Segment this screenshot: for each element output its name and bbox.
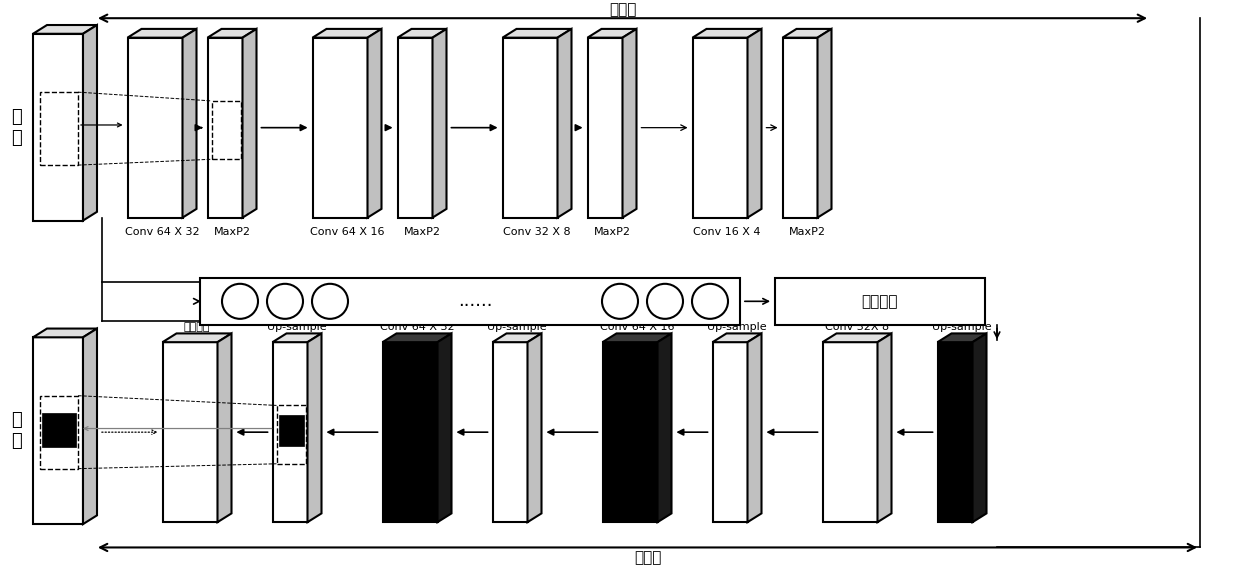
Text: 维度重建: 维度重建 xyxy=(184,323,211,332)
Polygon shape xyxy=(182,29,196,218)
Polygon shape xyxy=(588,29,636,37)
Polygon shape xyxy=(713,342,748,522)
Polygon shape xyxy=(382,333,451,342)
Polygon shape xyxy=(433,29,446,218)
Polygon shape xyxy=(748,333,761,522)
Polygon shape xyxy=(822,342,878,522)
Polygon shape xyxy=(33,328,97,337)
Polygon shape xyxy=(603,333,672,342)
Polygon shape xyxy=(558,29,572,218)
Polygon shape xyxy=(782,37,817,218)
Polygon shape xyxy=(217,333,232,522)
Polygon shape xyxy=(937,342,972,522)
Polygon shape xyxy=(128,29,196,37)
Circle shape xyxy=(601,284,639,319)
Polygon shape xyxy=(207,37,243,218)
Bar xyxy=(200,278,740,325)
Polygon shape xyxy=(279,415,304,446)
Polygon shape xyxy=(748,29,761,218)
Polygon shape xyxy=(603,342,657,522)
Polygon shape xyxy=(382,342,438,522)
Polygon shape xyxy=(83,25,97,221)
Text: 频域特征: 频域特征 xyxy=(862,294,898,309)
Polygon shape xyxy=(207,29,257,37)
Polygon shape xyxy=(502,37,558,218)
Polygon shape xyxy=(937,333,987,342)
Text: Conv 64 X 16: Conv 64 X 16 xyxy=(310,227,384,238)
Polygon shape xyxy=(622,29,636,218)
Text: MaxP2: MaxP2 xyxy=(594,227,630,238)
Text: Up-sample: Up-sample xyxy=(487,323,547,332)
Polygon shape xyxy=(817,29,832,218)
Polygon shape xyxy=(713,333,761,342)
Polygon shape xyxy=(657,333,672,522)
Text: MaxP2: MaxP2 xyxy=(213,227,250,238)
Polygon shape xyxy=(273,342,308,522)
Polygon shape xyxy=(33,34,83,221)
Circle shape xyxy=(692,284,728,319)
Text: 解码器: 解码器 xyxy=(634,551,661,565)
Text: MaxP2: MaxP2 xyxy=(403,227,440,238)
Polygon shape xyxy=(83,328,97,524)
Circle shape xyxy=(222,284,258,319)
Text: Conv 32X 8: Conv 32X 8 xyxy=(825,323,889,332)
Text: Up-sample: Up-sample xyxy=(932,323,992,332)
Text: ......: ...... xyxy=(458,293,492,310)
Polygon shape xyxy=(312,29,382,37)
Polygon shape xyxy=(162,333,232,342)
Text: Conv 32 X 8: Conv 32 X 8 xyxy=(503,227,570,238)
Polygon shape xyxy=(692,29,761,37)
Polygon shape xyxy=(162,342,217,522)
Polygon shape xyxy=(33,337,83,524)
Polygon shape xyxy=(33,25,97,34)
Polygon shape xyxy=(492,333,542,342)
Polygon shape xyxy=(588,37,622,218)
Text: 编码器: 编码器 xyxy=(609,2,636,17)
Text: 输
入: 输 入 xyxy=(11,108,22,146)
Text: Up-sample: Up-sample xyxy=(267,323,327,332)
Polygon shape xyxy=(312,37,367,218)
Circle shape xyxy=(647,284,683,319)
Polygon shape xyxy=(782,29,832,37)
Text: Conv 64 X 16: Conv 64 X 16 xyxy=(600,323,675,332)
Text: 输
出: 输 出 xyxy=(11,411,22,450)
Circle shape xyxy=(267,284,303,319)
Polygon shape xyxy=(972,333,987,522)
Text: MaxP2: MaxP2 xyxy=(789,227,826,238)
Text: Conv 64 X 32: Conv 64 X 32 xyxy=(379,323,454,332)
Polygon shape xyxy=(822,333,892,342)
Text: Up-sample: Up-sample xyxy=(707,323,766,332)
Polygon shape xyxy=(502,29,572,37)
Polygon shape xyxy=(273,333,321,342)
Polygon shape xyxy=(492,342,527,522)
Polygon shape xyxy=(438,333,451,522)
Polygon shape xyxy=(243,29,257,218)
Bar xyxy=(775,278,985,325)
Polygon shape xyxy=(308,333,321,522)
Polygon shape xyxy=(398,37,433,218)
Text: Conv 64 X 32: Conv 64 X 32 xyxy=(125,227,200,238)
Polygon shape xyxy=(692,37,748,218)
Polygon shape xyxy=(367,29,382,218)
Polygon shape xyxy=(878,333,892,522)
Polygon shape xyxy=(398,29,446,37)
Polygon shape xyxy=(128,37,182,218)
Polygon shape xyxy=(42,413,76,447)
Polygon shape xyxy=(527,333,542,522)
Circle shape xyxy=(312,284,348,319)
Text: Conv 16 X 4: Conv 16 X 4 xyxy=(693,227,761,238)
